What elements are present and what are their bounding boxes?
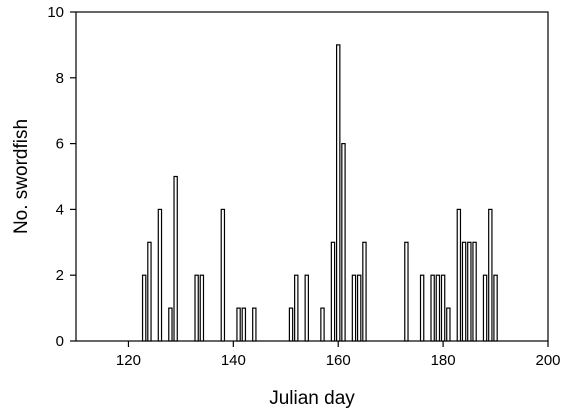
bar-day-133: [194, 274, 199, 342]
bar-day-138: [220, 208, 226, 342]
x-tick-label: 140: [221, 352, 246, 369]
bar-day-178: [430, 274, 435, 342]
y-tick-label: 4: [56, 201, 64, 218]
bar-day-159: [330, 241, 336, 342]
y-tick-label: 6: [56, 136, 64, 153]
x-tick-label: 160: [326, 352, 351, 369]
bar-day-184: [461, 241, 467, 342]
bar-day-190: [493, 274, 498, 342]
bar-day-151: [288, 307, 294, 342]
bar-day-126: [157, 208, 163, 342]
bars-group: [141, 44, 498, 342]
bar-day-144: [252, 307, 257, 342]
x-tick-label: 120: [116, 352, 141, 369]
y-axis-label: No. swordfish: [11, 119, 32, 234]
y-tick-label: 8: [56, 70, 64, 87]
bar-day-176: [419, 274, 425, 342]
bar-day-129: [173, 175, 178, 342]
bar-day-163: [351, 274, 357, 342]
bar-day-185: [467, 241, 472, 342]
y-tick-label: 2: [56, 267, 64, 284]
bar-day-188: [482, 274, 488, 342]
bar-day-173: [404, 241, 409, 342]
plot-frame: [75, 11, 549, 342]
bar-day-161: [341, 143, 346, 342]
bar-day-181: [446, 307, 451, 342]
bar-day-186: [472, 241, 477, 342]
x-axis-ticks: 120 140 160 180 200: [116, 341, 561, 369]
x-tick-label: 200: [535, 352, 560, 369]
bar-day-152: [294, 274, 299, 342]
y-axis-ticks: 0 2 4 6 8 10: [47, 4, 76, 350]
y-tick-label: 0: [56, 333, 64, 350]
bar-day-124: [147, 241, 152, 342]
bar-day-134: [199, 274, 205, 342]
bar-day-142: [241, 307, 247, 342]
bar-day-164: [356, 274, 362, 342]
bar-day-165: [362, 241, 367, 342]
x-axis-label: Julian day: [269, 388, 355, 409]
x-tick-label: 180: [431, 352, 456, 369]
bar-day-123: [141, 274, 147, 342]
bar-day-180: [440, 274, 446, 342]
bar-day-141: [236, 307, 241, 342]
bar-day-160: [336, 44, 341, 342]
y-tick-label: 10: [47, 4, 64, 21]
bar-day-179: [435, 274, 441, 342]
bar-day-128: [168, 307, 173, 342]
bar-day-183: [456, 208, 462, 342]
bar-day-189: [488, 208, 493, 342]
bar-day-157: [320, 307, 325, 342]
bar-day-154: [304, 274, 309, 342]
